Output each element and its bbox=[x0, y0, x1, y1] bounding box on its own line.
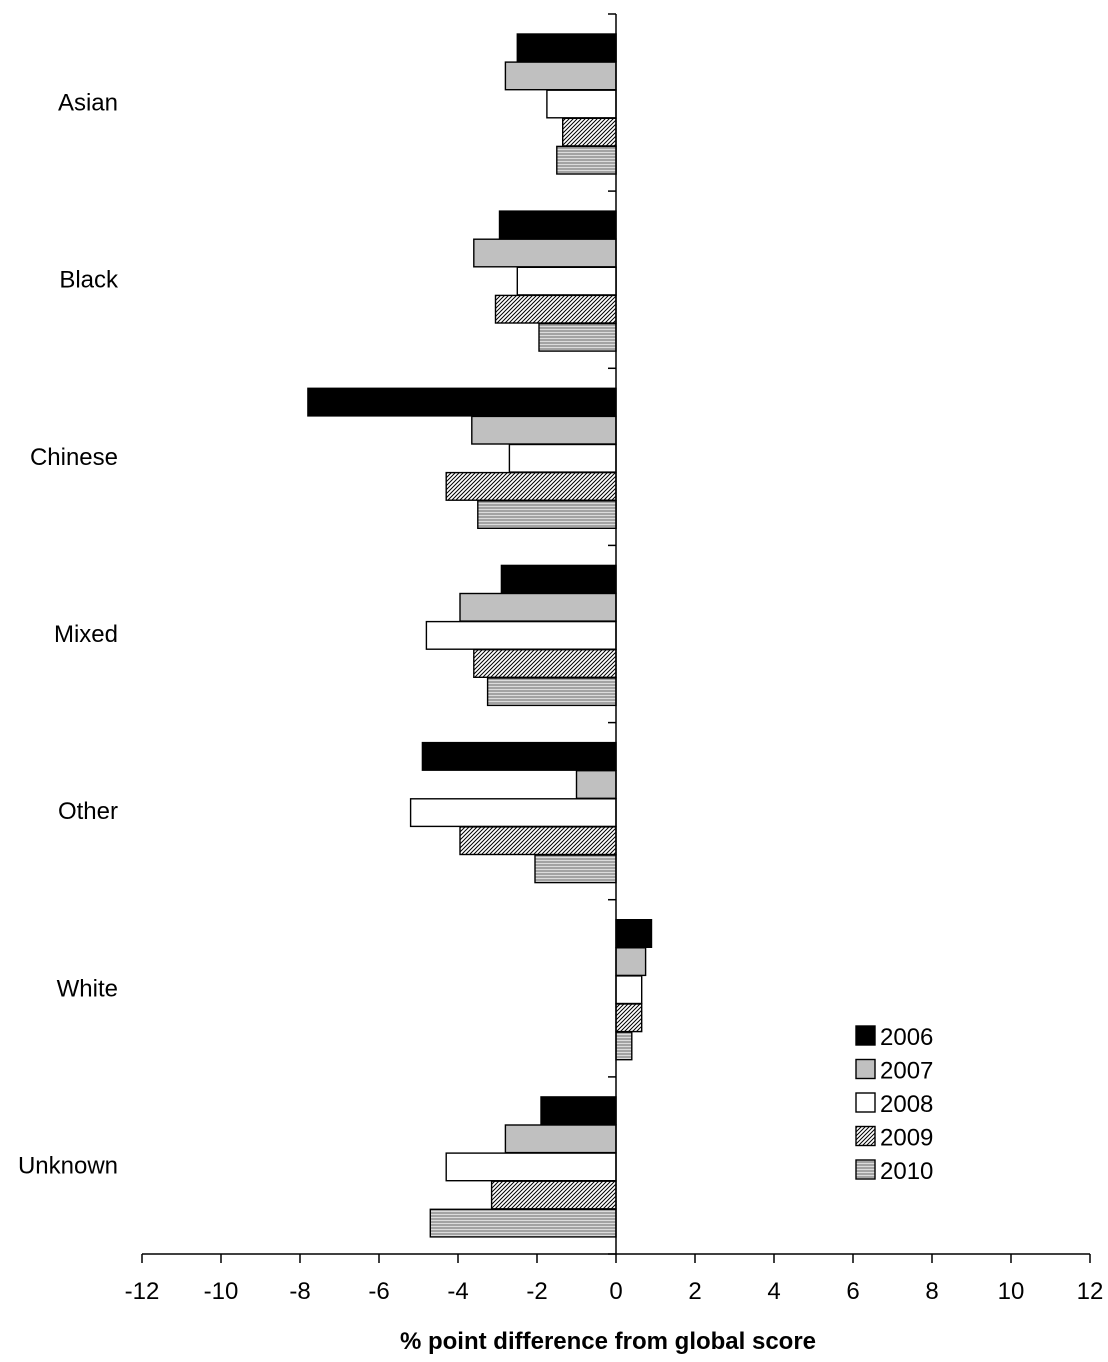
x-tick-label: 10 bbox=[998, 1278, 1025, 1305]
category-label-unknown: Unknown bbox=[18, 1152, 118, 1179]
x-tick-label: -2 bbox=[526, 1278, 547, 1305]
legend: 2006 2007 2008 2009 2010 bbox=[855, 1024, 933, 1185]
legend-swatch-2009 bbox=[855, 1125, 876, 1147]
legend-label-2010: 2010 bbox=[880, 1158, 933, 1185]
bar-black-2008 bbox=[516, 266, 617, 296]
x-tick-label: -12 bbox=[125, 1278, 160, 1305]
bar-asian-2007 bbox=[504, 61, 617, 91]
category-labels: Asian Black Chinese Mixed Other White Unknown bbox=[18, 90, 119, 1180]
x-tick-label: 2 bbox=[688, 1278, 701, 1305]
bar-unknown-2009 bbox=[490, 1180, 617, 1210]
bar-other-2008 bbox=[409, 798, 617, 828]
legend-label-2007: 2007 bbox=[880, 1058, 933, 1085]
x-tick-label: 0 bbox=[609, 1278, 622, 1305]
legend-label-2008: 2008 bbox=[880, 1091, 933, 1118]
bar-mixed-2009 bbox=[473, 649, 617, 679]
bar-black-2009 bbox=[494, 294, 617, 324]
x-tick-label: -10 bbox=[204, 1278, 239, 1305]
bar-unknown-2007 bbox=[504, 1124, 617, 1154]
bar-mixed-2008 bbox=[425, 620, 617, 650]
bars-layer bbox=[307, 33, 653, 1238]
bar-chinese-2006 bbox=[307, 387, 617, 417]
bar-other-2007 bbox=[575, 770, 617, 800]
bar-asian-2010 bbox=[556, 145, 617, 175]
bar-black-2010 bbox=[538, 322, 617, 352]
bar-white-2007 bbox=[615, 947, 647, 977]
bar-white-2010 bbox=[615, 1031, 633, 1061]
bar-mixed-2006 bbox=[500, 564, 617, 594]
category-label-chinese: Chinese bbox=[30, 444, 118, 471]
axis-layer: -12 -10 -8 -6 -4 -2 0 2 4 6 8 10 12 bbox=[125, 13, 1104, 1305]
legend-swatch-2008 bbox=[855, 1092, 876, 1113]
legend-label-2006: 2006 bbox=[880, 1024, 933, 1051]
bar-mixed-2010 bbox=[486, 677, 617, 707]
bar-unknown-2006 bbox=[540, 1096, 617, 1126]
category-label-asian: Asian bbox=[58, 90, 118, 117]
bar-chinese-2009 bbox=[445, 471, 617, 501]
bar-black-2007 bbox=[473, 238, 617, 268]
bar-asian-2006 bbox=[516, 33, 617, 63]
legend-label-2009: 2009 bbox=[880, 1125, 933, 1152]
category-label-white: White bbox=[57, 975, 118, 1002]
bar-unknown-2008 bbox=[445, 1152, 617, 1182]
x-tick-label: -4 bbox=[447, 1278, 468, 1305]
bar-asian-2009 bbox=[562, 117, 617, 147]
bar-black-2006 bbox=[498, 210, 617, 240]
bar-chinese-2008 bbox=[508, 443, 617, 473]
bar-other-2010 bbox=[534, 854, 617, 884]
x-tick-label: -8 bbox=[289, 1278, 310, 1305]
bar-chinese-2007 bbox=[471, 415, 617, 445]
legend-swatch-2006 bbox=[855, 1025, 876, 1046]
legend-swatch-2010 bbox=[855, 1159, 876, 1180]
bar-mixed-2007 bbox=[459, 592, 617, 622]
bar-white-2009 bbox=[615, 1003, 643, 1033]
x-tick-label: 12 bbox=[1077, 1278, 1104, 1305]
x-tick-label: -6 bbox=[368, 1278, 389, 1305]
bar-asian-2008 bbox=[546, 89, 617, 119]
legend-swatch-2007 bbox=[855, 1058, 876, 1080]
bar-other-2006 bbox=[421, 741, 617, 771]
bar-other-2009 bbox=[459, 826, 617, 856]
x-tick-label: 6 bbox=[846, 1278, 859, 1305]
x-tick-label: 4 bbox=[767, 1278, 780, 1305]
bar-white-2006 bbox=[615, 919, 653, 949]
bar-chinese-2010 bbox=[477, 500, 617, 530]
x-tick-label: 8 bbox=[925, 1278, 938, 1305]
bar-unknown-2010 bbox=[429, 1208, 617, 1238]
category-label-other: Other bbox=[58, 798, 118, 825]
category-label-black: Black bbox=[59, 267, 119, 294]
bar-white-2008 bbox=[615, 975, 643, 1005]
category-label-mixed: Mixed bbox=[54, 621, 118, 648]
x-axis-title: % point difference from global score bbox=[400, 1328, 816, 1355]
